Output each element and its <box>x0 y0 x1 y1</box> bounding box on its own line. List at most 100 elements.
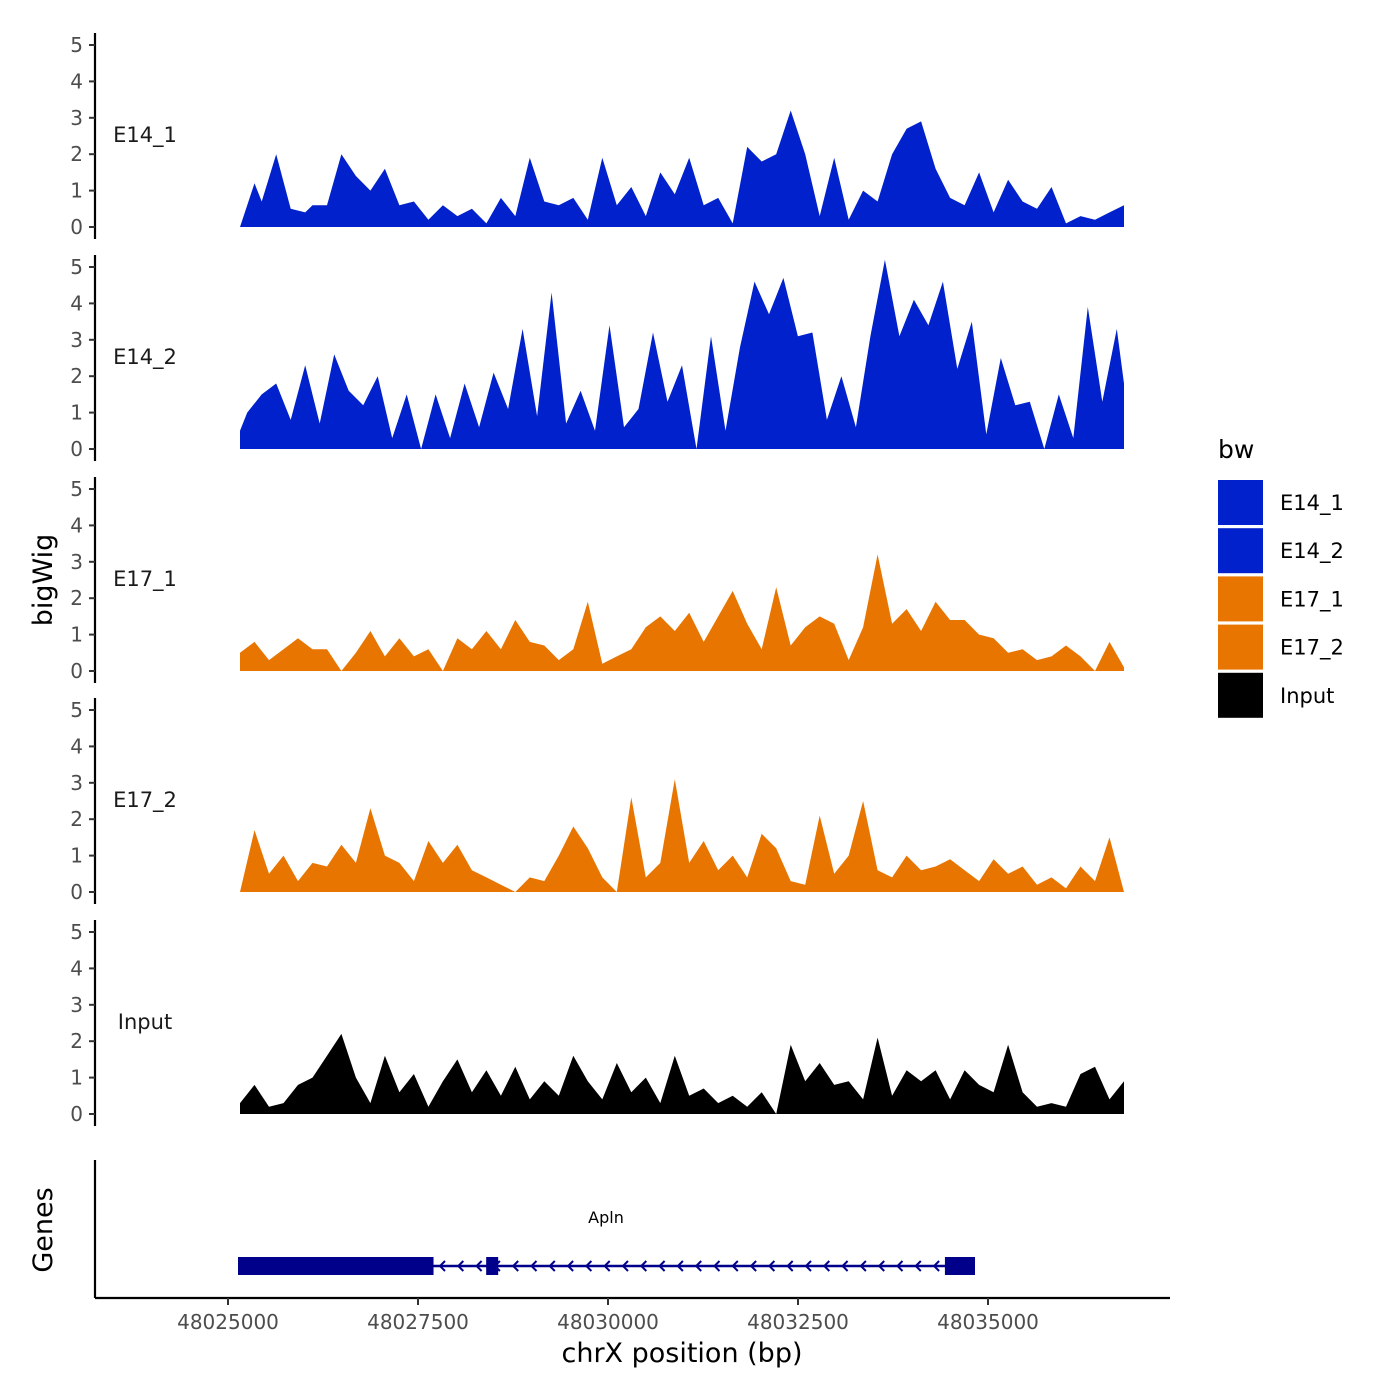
x-tick-label: 48030000 <box>557 1310 659 1334</box>
strand-arrow <box>511 1260 519 1272</box>
y-tick-label: 4 <box>70 69 83 93</box>
strand-arrow <box>749 1260 757 1272</box>
y-tick-label: 2 <box>70 364 83 388</box>
strand-arrow <box>786 1260 794 1272</box>
y-tick-label: 5 <box>70 33 83 57</box>
y-tick-label: 4 <box>70 734 83 758</box>
track-label: E14_2 <box>113 345 177 370</box>
x-axis: 48025000 48027500 48030000 48032500 48035000 <box>95 1296 1170 1334</box>
strand-arrow <box>694 1260 702 1272</box>
y-tick-label: 4 <box>70 956 83 980</box>
legend-swatch-E14_1 <box>1218 480 1263 525</box>
strand-arrow <box>841 1260 849 1272</box>
y-tick-label: 1 <box>70 844 83 868</box>
gene-label: Apln <box>588 1208 624 1227</box>
genes-axis-title: Genes <box>28 1187 59 1272</box>
strand-arrow <box>621 1260 629 1272</box>
legend-swatch-E17_2 <box>1218 624 1263 670</box>
legend-label-Input: Input <box>1280 684 1334 708</box>
track-label: E14_1 <box>113 123 177 148</box>
y-tick-label: 3 <box>70 550 83 574</box>
track-label: Input <box>118 1010 172 1034</box>
strand-arrow <box>804 1260 812 1272</box>
strand-arrow <box>713 1260 721 1272</box>
strand-arrow <box>438 1260 446 1272</box>
y-tick-label: 2 <box>70 142 83 166</box>
strand-arrow <box>731 1260 739 1272</box>
strand-arrow <box>658 1260 666 1272</box>
coverage-area-E14_2 <box>240 259 1124 449</box>
y-tick-label: 1 <box>70 401 83 425</box>
y-tick-label: 3 <box>70 328 83 352</box>
y-tick-label: 4 <box>70 513 83 537</box>
x-tick-label: 48025000 <box>177 1310 279 1334</box>
y-tick-label: 0 <box>70 215 83 239</box>
y-tick-label: 3 <box>70 771 83 795</box>
coverage-area-E17_2 <box>240 779 1124 892</box>
y-tick-label: 2 <box>70 1029 83 1053</box>
y-tick-label: 3 <box>70 993 83 1017</box>
track-E14_2: 0 1 2 3 4 5 E14_2 <box>70 255 1124 461</box>
y-tick-label: 4 <box>70 291 83 315</box>
x-axis-title: chrX position (bp) <box>561 1338 802 1369</box>
legend-label-E14_2: E14_2 <box>1280 539 1344 564</box>
y-tick-label: 3 <box>70 106 83 130</box>
strand-arrow <box>566 1260 574 1272</box>
legend-label-E14_1: E14_1 <box>1280 491 1344 516</box>
y-tick-label: 0 <box>70 880 83 904</box>
x-tick-label: 48032500 <box>747 1310 849 1334</box>
coverage-area-E17_1 <box>240 554 1124 671</box>
legend-label-E17_2: E17_2 <box>1280 636 1344 661</box>
coverage-area-Input <box>240 1033 1124 1114</box>
y-tick-label: 2 <box>70 807 83 831</box>
track-label: E17_1 <box>113 567 177 592</box>
strand-arrow <box>475 1260 483 1272</box>
y-tick-label: 1 <box>70 179 83 203</box>
gene-track: Apln <box>93 1160 975 1298</box>
strand-arrow <box>767 1260 776 1272</box>
strand-arrow <box>859 1260 867 1272</box>
strand-arrow <box>584 1260 593 1272</box>
y-tick-label: 5 <box>70 698 83 722</box>
strand-arrow <box>822 1260 831 1272</box>
strand-arrow <box>932 1260 940 1272</box>
track-E17_2: 0 1 2 3 4 5 E17_2 <box>70 698 1124 904</box>
y-tick-label: 1 <box>70 623 83 647</box>
track-E17_1: 0 1 2 3 4 5 E17_1 <box>70 477 1124 683</box>
y-axis-title: bigWig <box>28 534 59 627</box>
legend-swatch-E17_1 <box>1218 576 1263 622</box>
legend: bw E14_1 E14_2 E17_1 E17_2 Input <box>1218 435 1344 718</box>
strand-arrow <box>456 1260 465 1272</box>
legend-label-E17_1: E17_1 <box>1280 587 1344 612</box>
gene-exon <box>486 1257 499 1275</box>
y-tick-label: 1 <box>70 1066 83 1090</box>
y-tick-label: 5 <box>70 477 83 501</box>
track-E14_1: 0 1 2 3 4 5 E14_1 <box>70 33 1124 239</box>
strand-arrow <box>896 1260 904 1272</box>
strand-arrow <box>914 1260 922 1272</box>
tracks-layer: 0 1 2 3 4 5 E14_1 0 1 2 3 4 5 E14_2 0 1 2 3 4 5 E17_1 0 1 2 3 4 5 E… <box>70 33 1124 1126</box>
strand-arrow <box>603 1260 611 1272</box>
y-tick-label: 0 <box>70 437 83 461</box>
track-label: E17_2 <box>113 788 177 813</box>
gene-exon <box>944 1257 975 1275</box>
y-tick-label: 5 <box>70 255 83 279</box>
y-tick-label: 2 <box>70 586 83 610</box>
legend-title: bw <box>1218 435 1254 464</box>
x-tick-label: 48027500 <box>367 1310 469 1334</box>
x-tick-label: 48035000 <box>937 1310 1039 1334</box>
strand-arrow <box>877 1260 885 1272</box>
legend-swatch-E14_2 <box>1218 528 1263 574</box>
strand-arrow <box>639 1260 648 1272</box>
gene-exon <box>238 1257 434 1275</box>
y-tick-label: 5 <box>70 920 83 944</box>
y-tick-label: 0 <box>70 659 83 683</box>
y-tick-label: 0 <box>70 1102 83 1126</box>
strand-arrow <box>530 1260 538 1272</box>
strand-arrow <box>548 1260 556 1272</box>
track-Input: 0 1 2 3 4 5 Input <box>70 920 1124 1126</box>
coverage-area-E14_1 <box>240 110 1124 227</box>
legend-swatch-Input <box>1218 672 1263 718</box>
strand-arrow <box>676 1260 684 1272</box>
